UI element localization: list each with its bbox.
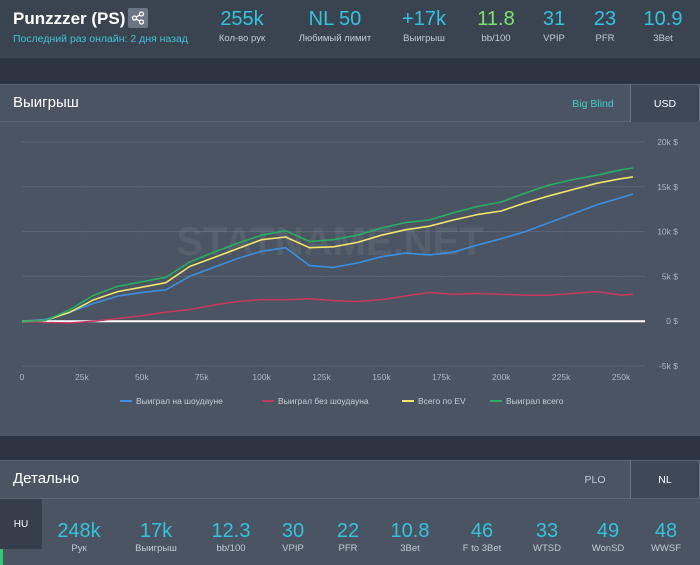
series-line — [21, 193, 634, 322]
legend-label: Выиграл без шоудауна — [278, 396, 369, 406]
detail-stat-pfr: 22 PFR — [318, 519, 378, 554]
y-tick-label: 20k $ — [657, 137, 678, 147]
stat-label: WWSF — [650, 543, 682, 554]
series-line — [21, 176, 634, 322]
detail-stat-bb100: 12.3 bb/100 — [201, 519, 261, 554]
tab-big-blind[interactable]: Big Blind — [572, 97, 614, 110]
stat-value: 46 — [470, 520, 494, 542]
stat-value: 17k — [139, 520, 173, 542]
tab-usd[interactable]: USD — [630, 85, 700, 123]
watermark: STATNAME.NET — [176, 220, 483, 264]
y-tick-label: -5k $ — [659, 361, 678, 371]
stat-label: 3Bet — [400, 543, 420, 554]
last-online-text: Последний раз онлайн: 2 дня назад — [13, 33, 188, 45]
stat-value: 10.9 — [643, 8, 683, 30]
stat-value: 49 — [596, 520, 620, 542]
x-tick-label: 100k — [252, 372, 271, 382]
stat-value: 23 — [593, 8, 617, 30]
legend-label: Выиграл на шоудауне — [136, 396, 223, 406]
tab-nl[interactable]: NL — [630, 461, 700, 499]
stat-label: VPIP — [282, 543, 304, 554]
section-divider — [0, 436, 700, 460]
stat-value: 255k — [220, 8, 264, 30]
y-tick-label: 5k $ — [662, 271, 678, 281]
x-tick-label: 125k — [312, 372, 331, 382]
y-tick-label: 10k $ — [657, 227, 678, 237]
stat-value: 10.8 — [390, 520, 430, 542]
stat-value: 30 — [281, 520, 305, 542]
winnings-chart-svg: 20k $ 15k $ 10k $ 5k $ 0 $ -5k $ 0 25k 50k 75k 100… — [20, 137, 679, 406]
x-tick-label: 150k — [372, 372, 391, 382]
panel-title: Детально — [13, 470, 80, 487]
section-divider — [0, 58, 700, 84]
stat-label: 3Bet — [653, 33, 673, 44]
x-tick-label: 175k — [432, 372, 451, 382]
active-marker — [0, 549, 3, 565]
series-line — [21, 167, 634, 322]
stat-label: Выигрыш — [403, 33, 445, 44]
stat-winnings: +17k Выигрыш — [384, 6, 464, 44]
panel-title: Выигрыш — [13, 94, 79, 111]
x-tick-label: 25k — [75, 372, 89, 382]
x-tick-label: 0 — [20, 372, 25, 382]
winnings-chart: 20k $ 15k $ 10k $ 5k $ 0 $ -5k $ 0 25k 50k 75k 100… — [0, 122, 700, 436]
stat-value: +17k — [402, 8, 446, 30]
legend-label: Выиграл всего — [506, 396, 564, 406]
stat-favorite-limit: NL 50 Любимый лимит — [295, 6, 375, 44]
stat-label: Выигрыш — [135, 543, 177, 554]
stat-value: 31 — [542, 8, 566, 30]
stat-label: PFR — [338, 543, 358, 554]
x-tick-label: 75k — [195, 372, 209, 382]
detail-stat-fold-to-3bet: 46 F to 3Bet — [452, 519, 512, 554]
x-tick-label: 200k — [492, 372, 511, 382]
x-tick-label: 50k — [135, 372, 149, 382]
stat-hands: 255k Кол-во рук — [202, 6, 282, 44]
y-tick-label: 15k $ — [657, 182, 678, 192]
stat-vpip: 31 VPIP — [514, 6, 594, 44]
legend-label: Всего по EV — [418, 396, 466, 406]
stat-label: Кол-во рук — [218, 33, 266, 44]
stat-value: 33 — [535, 520, 559, 542]
stat-label: F to 3Bet — [462, 543, 502, 554]
detail-stat-hands: 248k Рук — [49, 519, 109, 554]
stat-value: NL 50 — [308, 8, 362, 30]
stat-value: 22 — [336, 520, 360, 542]
detail-stat-vpip: 30 VPIP — [263, 519, 323, 554]
stat-value: 11.8 — [477, 8, 515, 30]
share-icon[interactable] — [128, 8, 148, 28]
stat-bb100: 11.8 bb/100 — [456, 6, 536, 44]
stat-label: bb/100 — [216, 543, 246, 554]
stat-label: bb/100 — [481, 33, 511, 44]
tab-plo[interactable]: PLO — [584, 473, 606, 486]
stat-value: 12.3 — [211, 520, 251, 542]
stat-label: Любимый лимит — [298, 33, 372, 44]
detail-stats: HU 248k Рук 17k Выигрыш 12.3 bb/100 30 V… — [0, 498, 700, 565]
series-line — [21, 290, 634, 324]
detail-stat-wonsd: 49 WonSD — [578, 519, 638, 554]
player-header: Punzzzer (PS) Последний раз онлайн: 2 дн… — [0, 0, 700, 58]
y-tick-label: 0 $ — [666, 316, 678, 326]
detail-panel-header: Детально PLO NL — [0, 460, 700, 499]
stat-label: Рук — [71, 543, 87, 554]
stat-label: WTSD — [533, 543, 561, 554]
x-tick-label: 250k — [612, 372, 631, 382]
detail-stat-3bet: 10.8 3Bet — [380, 519, 440, 554]
detail-stat-wtsd: 33 WTSD — [517, 519, 577, 554]
x-tick-label: 225k — [552, 372, 571, 382]
stat-label: WonSD — [591, 543, 625, 554]
tab-hu[interactable]: HU — [0, 499, 42, 549]
stat-label: VPIP — [543, 33, 565, 44]
stat-3bet: 10.9 3Bet — [623, 6, 700, 44]
stat-pfr: 23 PFR — [565, 6, 645, 44]
winnings-panel-header: Выигрыш Big Blind USD — [0, 84, 700, 123]
detail-stat-winnings: 17k Выигрыш — [126, 519, 186, 554]
detail-stat-wwsf: 48 WWSF — [636, 519, 696, 554]
stat-label: PFR — [595, 33, 615, 44]
stat-value: 248k — [57, 520, 101, 542]
player-name: Punzzzer (PS) — [13, 9, 126, 28]
stat-value: 48 — [654, 520, 678, 542]
